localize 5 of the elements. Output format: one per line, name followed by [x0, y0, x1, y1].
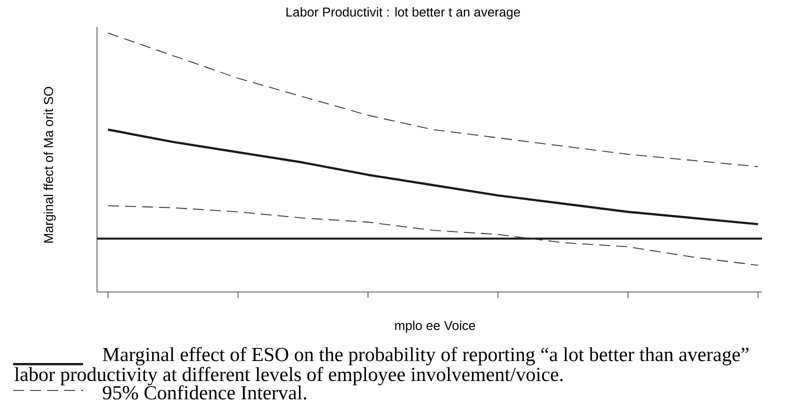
x-axis-title: mplo ee Voice: [395, 320, 476, 333]
legend-label: 95% Confidence Interval.: [102, 385, 306, 400]
legend-label: Marginal effect of ESO on the probability of reporting “a lot better than average” labor productivity at different levels of employee involvement/voice.: [14, 347, 748, 386]
y-axis-title: Marginal ffect of Ma orit SO: [44, 86, 56, 243]
chart-title: Labor Productivit : lot better t an average: [286, 7, 520, 20]
